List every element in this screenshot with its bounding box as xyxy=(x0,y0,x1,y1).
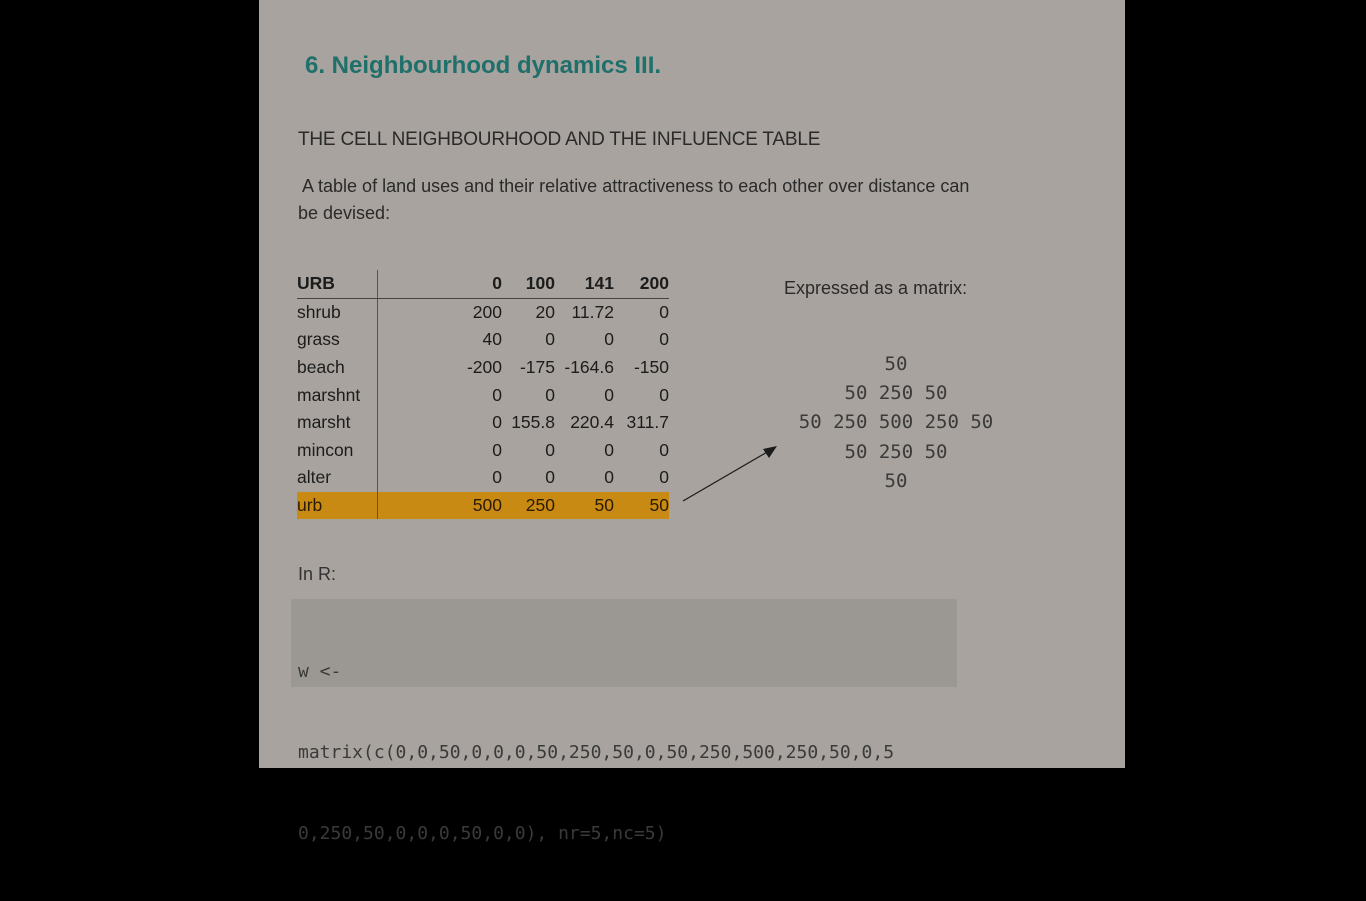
table-cell: 0 xyxy=(545,467,555,488)
intro-line: be devised: xyxy=(298,203,391,223)
table-cell: 0 xyxy=(545,384,555,405)
matrix-row: 50 xyxy=(884,353,908,375)
table-cell: 0 xyxy=(545,329,555,350)
table-cell: 0 xyxy=(604,439,614,460)
table-header-row: URB 0 100 141 200 xyxy=(297,270,669,299)
table-header-cell: 100 xyxy=(502,270,555,299)
slide: 6. Neighbourhood dynamics III. THE CELL … xyxy=(259,0,1125,844)
row-label: grass xyxy=(297,326,378,354)
table-cell: 155.8 xyxy=(511,412,555,433)
matrix-row: 50 xyxy=(884,469,908,492)
table-cell: -150 xyxy=(633,357,669,378)
table-cell: 0 xyxy=(492,467,502,488)
table-cell: 200 xyxy=(472,301,502,322)
code-line: w <- xyxy=(298,661,342,682)
intro-text: A table of land uses and their relative … xyxy=(298,173,1058,227)
table-row: shrub 200 20 11.72 0 xyxy=(297,298,669,327)
code-line: matrix(c(0,0,50,0,0,0,50,250,50,0,50,250… xyxy=(298,742,895,763)
table-row: marsht 0 155.8 220.4 311.7 xyxy=(297,408,670,437)
matrix: 50 50 250 50 50 250 500 250 50 50 250 50… xyxy=(790,350,1002,496)
table-cell: 0 xyxy=(545,439,555,460)
table-cell: 0 xyxy=(492,384,502,405)
table-cell: 20 xyxy=(535,301,555,322)
table-cell: 0 xyxy=(659,301,669,322)
row-label: urb xyxy=(297,491,378,520)
table-header-cell: 0 xyxy=(377,270,502,299)
table-cell: 50 xyxy=(555,491,614,520)
intro-line: A table of land uses and their relative … xyxy=(298,176,970,196)
r-label: In R: xyxy=(298,564,337,584)
table-row: beach -200 -175 -164.6 -150 xyxy=(297,353,669,382)
table-cell: 0 xyxy=(492,439,502,460)
table-cell: 0 xyxy=(659,329,669,350)
table-cell: 11.72 xyxy=(571,301,615,322)
table-cell: 0 xyxy=(492,412,502,433)
slide-subtitle: THE CELL NEIGHBOURHOOD AND THE INFLUENCE… xyxy=(298,129,821,150)
row-label: shrub xyxy=(297,298,378,327)
table-cell: -164.6 xyxy=(564,357,614,378)
row-label: marshnt xyxy=(297,381,378,409)
table-header-cell: 141 xyxy=(555,270,614,299)
row-label: mincon xyxy=(297,436,378,465)
table-cell: -175 xyxy=(519,357,555,378)
table-cell: 0 xyxy=(604,467,614,488)
table-cell: 0 xyxy=(604,384,614,405)
table-header-cell: 200 xyxy=(614,270,669,299)
table-cell: 0 xyxy=(659,384,669,405)
slide-title: 6. Neighbourhood dynamics III. xyxy=(305,52,662,79)
table-cell: 0 xyxy=(604,329,614,350)
table-row: alter 0 0 0 0 xyxy=(297,464,669,492)
code-line: 0,250,50,0,0,0,50,0,0), nr=5,nc=5) xyxy=(298,823,667,844)
code-block: w <- matrix(c(0,0,50,0,0,0,50,250,50,0,5… xyxy=(291,599,957,844)
table-cell: 0 xyxy=(659,439,669,460)
table-cell: 50 xyxy=(614,491,669,520)
matrix-row: 50 250 50 xyxy=(844,440,948,463)
table-row: grass 40 0 0 0 xyxy=(297,326,669,354)
table-header-cell: URB xyxy=(297,270,378,299)
row-label: marsht xyxy=(297,408,378,437)
matrix-row: 50 250 50 xyxy=(844,382,948,405)
table-cell: 220.4 xyxy=(570,412,614,433)
table-cell: 311.7 xyxy=(626,412,670,433)
table-row: urb 500 250 50 50 xyxy=(297,491,669,520)
arrow-icon xyxy=(682,446,777,502)
influence-table: URB 0 100 141 200 shrub 200 20 11.72 0 grass 4… xyxy=(297,270,670,520)
table-cell: 40 xyxy=(482,329,502,350)
row-label: alter xyxy=(297,464,378,492)
table-cell: 0 xyxy=(659,467,669,488)
table-cell: -200 xyxy=(466,357,502,378)
table-cell: 250 xyxy=(502,491,555,520)
matrix-label: Expressed as a matrix: xyxy=(784,278,968,298)
table-cell: 500 xyxy=(377,491,502,520)
table-row: marshnt 0 0 0 0 xyxy=(297,381,669,409)
matrix-row: 50 250 500 250 50 xyxy=(798,411,994,434)
row-label: beach xyxy=(297,353,378,382)
code-text: w <- matrix(c(0,0,50,0,0,0,50,250,50,0,5… xyxy=(298,604,958,901)
table-row: mincon 0 0 0 0 xyxy=(297,436,669,465)
